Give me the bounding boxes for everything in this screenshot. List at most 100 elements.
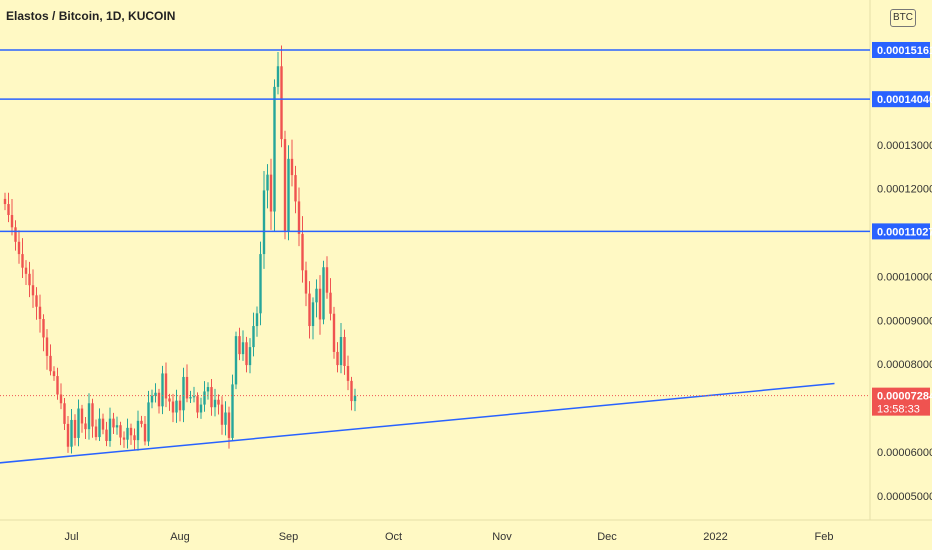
candle-body [311, 302, 315, 327]
last-price-label: 0.00007284 [877, 391, 932, 403]
candle-body [336, 351, 339, 366]
last-price-tag-bg [872, 387, 930, 416]
candle-body [308, 293, 311, 327]
x-tick-label-1: Aug [170, 531, 190, 543]
candle-body [175, 400, 178, 413]
candle-body [301, 233, 304, 271]
candle-body [234, 336, 238, 385]
y-tick-label-4: 0.00010000 [877, 271, 932, 283]
candle-body [154, 392, 157, 396]
trendline[interactable] [0, 382, 835, 469]
candle-body [122, 437, 126, 440]
candle-body [24, 267, 28, 274]
candle-body [266, 174, 269, 191]
candle-body [49, 355, 52, 372]
level-labels: 0.00015161 0.00014040 0.00011027 [872, 41, 932, 240]
candle-body [297, 201, 301, 234]
candle-body [287, 158, 290, 232]
candle-body [119, 425, 122, 438]
candle-body [59, 394, 63, 404]
candle-body [126, 427, 129, 440]
candle-body [3, 198, 7, 205]
candle-body [31, 285, 35, 296]
candle-body [94, 426, 98, 438]
candle-body [129, 427, 133, 436]
candle-body [224, 412, 227, 425]
candle-body [28, 273, 31, 286]
candle-body [332, 313, 336, 352]
candle-body [273, 86, 276, 212]
candle-body [133, 435, 136, 441]
candle-body [70, 419, 73, 447]
y-tick-label-3: 0.00009000 [877, 315, 932, 327]
candle-body [220, 404, 224, 425]
candle-body [56, 376, 59, 395]
price-axis[interactable]: 0.00005000 0.00006000 0.00008000 0.00009000… [877, 140, 932, 503]
candle-body [115, 425, 119, 428]
candle-body [294, 175, 297, 202]
candle-body [248, 347, 252, 366]
candle-body [87, 403, 91, 430]
candle-body [80, 408, 84, 424]
candle-body [210, 387, 213, 408]
last-price-tag: 0.00007284 13:58:33 [872, 387, 932, 416]
candle-body [14, 227, 17, 242]
candle-body [346, 365, 350, 381]
candle-body [339, 337, 343, 366]
candles[interactable] [3, 45, 357, 454]
x-tick-label-0: Jul [64, 531, 78, 543]
candle-body [38, 306, 42, 320]
candle-body [182, 376, 185, 411]
candle-body [171, 401, 175, 413]
candle-body [353, 395, 357, 402]
candle-body [192, 396, 196, 398]
candle-body [276, 66, 280, 87]
candle-body [262, 190, 266, 255]
candle-body [203, 391, 206, 405]
candle-body [105, 429, 108, 442]
candle-body [196, 396, 199, 413]
time-axis[interactable]: Jul Aug Sep Oct Nov Dec 2022 Feb [64, 531, 833, 543]
candle-body [325, 267, 329, 293]
countdown-label: 13:58:33 [877, 404, 920, 416]
y-tick-label-0: 0.00005000 [877, 491, 932, 503]
x-tick-label-4: Nov [492, 531, 512, 543]
candle-body [161, 373, 164, 407]
candle-body [10, 215, 14, 228]
currency-badge[interactable]: BTC [890, 9, 916, 27]
candle-body [98, 418, 101, 438]
candle-body [283, 139, 287, 232]
candle-body [7, 204, 10, 216]
candle-body [157, 392, 161, 407]
y-tick-label-6: 0.00013000 [877, 140, 932, 152]
candle-body [77, 408, 80, 438]
candle-body [255, 313, 259, 327]
level-label-bg-1 [872, 91, 930, 108]
candle-body [245, 342, 248, 366]
candle-body [290, 158, 294, 176]
candle-body [343, 337, 346, 366]
candle-body [269, 174, 273, 212]
candle-body [66, 423, 70, 447]
y-tick-label-5: 0.00012000 [877, 184, 932, 196]
x-tick-label-5: Dec [597, 531, 617, 543]
candle-body [318, 288, 322, 320]
candle-body [164, 373, 168, 399]
candle-body [238, 336, 241, 355]
candle-body [315, 288, 318, 303]
candle-body [217, 399, 220, 405]
candle-body [227, 412, 231, 438]
candle-body [17, 241, 21, 255]
candle-body [63, 403, 66, 424]
x-tick-label-2: Sep [279, 531, 299, 543]
candle-body [280, 66, 283, 140]
candle-body [143, 423, 147, 442]
candle-body [73, 419, 77, 438]
candle-body [322, 267, 325, 320]
candle-body [329, 292, 332, 314]
candle-body [304, 270, 308, 294]
candle-body [101, 418, 105, 430]
level-label-0: 0.00015161 [877, 45, 932, 57]
drawn-lines[interactable] [0, 49, 870, 469]
